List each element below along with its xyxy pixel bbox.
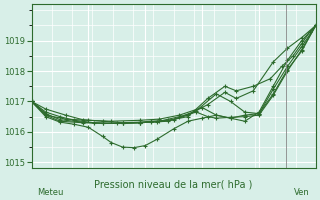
Text: Ven: Ven <box>294 188 310 197</box>
Text: Meteu: Meteu <box>37 188 64 197</box>
X-axis label: Pression niveau de la mer( hPa ): Pression niveau de la mer( hPa ) <box>94 179 253 189</box>
